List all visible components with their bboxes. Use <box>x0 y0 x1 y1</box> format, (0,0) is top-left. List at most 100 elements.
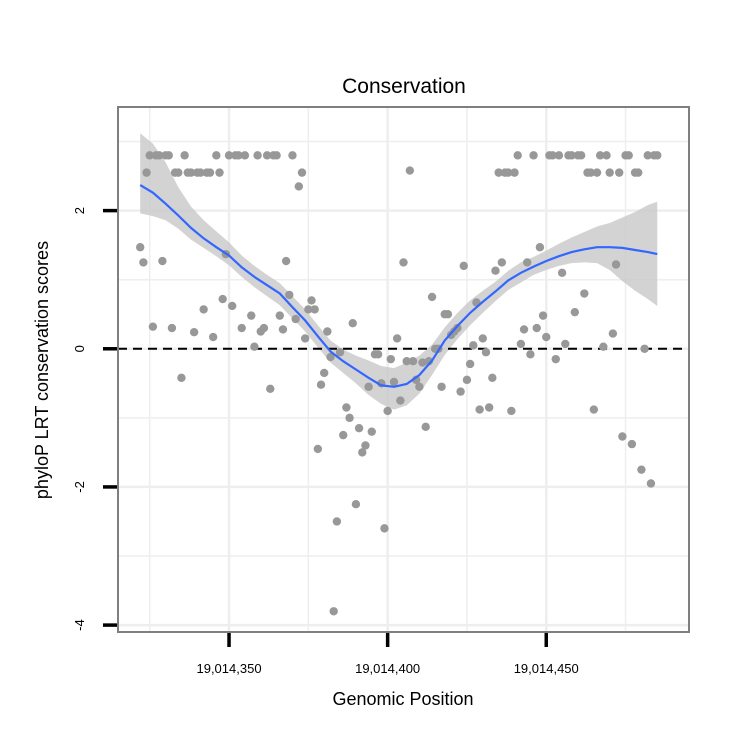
data-point <box>326 352 335 362</box>
data-point <box>323 327 332 336</box>
data-point <box>386 354 396 364</box>
data-point <box>240 151 250 160</box>
data-point <box>313 444 323 454</box>
data-point <box>589 405 599 414</box>
data-point <box>215 168 224 177</box>
data-point <box>592 168 602 177</box>
data-point <box>148 322 158 331</box>
data-point <box>535 243 545 252</box>
data-point <box>367 427 376 436</box>
confidence-band-area <box>140 133 658 410</box>
data-point <box>199 305 208 314</box>
data-point <box>608 329 618 338</box>
data-point <box>615 168 624 177</box>
data-point <box>554 151 564 160</box>
data-point <box>358 448 367 457</box>
data-point <box>497 258 507 267</box>
data-point <box>329 607 338 616</box>
data-point <box>399 258 408 267</box>
data-point <box>605 168 614 177</box>
data-point <box>503 168 513 177</box>
data-point <box>174 168 183 177</box>
data-point <box>634 168 643 177</box>
data-point <box>599 342 608 351</box>
data-point <box>345 413 354 423</box>
y-tick-label: -4 <box>72 619 87 631</box>
data-point <box>611 260 621 269</box>
data-point <box>443 310 453 319</box>
data-point <box>538 311 548 320</box>
data-point <box>557 268 567 277</box>
data-point <box>262 151 272 160</box>
data-point <box>462 375 472 385</box>
data-point <box>523 258 532 267</box>
data-point <box>155 151 164 160</box>
data-point <box>212 151 221 160</box>
data-point <box>488 373 497 382</box>
data-point <box>136 243 145 252</box>
data-point <box>551 354 560 364</box>
data-point <box>481 348 491 357</box>
data-point <box>348 319 357 328</box>
data-point <box>307 296 316 305</box>
data-point <box>653 151 662 160</box>
smooth-line-group <box>139 184 658 388</box>
x-tick-label: 19,014,400 <box>355 661 420 676</box>
data-point <box>237 323 246 333</box>
data-point <box>259 323 269 333</box>
data-point <box>427 292 437 302</box>
data-point <box>637 465 646 474</box>
data-point <box>643 151 652 160</box>
panel-border <box>117 106 690 633</box>
data-point <box>646 479 656 488</box>
data-point <box>465 359 475 369</box>
data-point <box>294 182 304 191</box>
data-point <box>529 151 538 160</box>
data-point <box>510 168 519 177</box>
data-point <box>576 151 586 160</box>
data-point <box>373 350 383 359</box>
data-point <box>250 342 259 351</box>
data-point <box>548 151 557 160</box>
data-point <box>602 151 611 160</box>
data-point <box>272 151 281 160</box>
data-point <box>291 314 300 324</box>
data-point <box>364 382 373 391</box>
data-point <box>186 168 196 177</box>
data-point <box>332 517 342 526</box>
data-point <box>310 305 319 314</box>
data-point <box>542 332 551 342</box>
data-point <box>224 151 234 160</box>
data-point <box>228 301 237 311</box>
confidence-band <box>140 133 658 410</box>
data-point <box>640 344 649 353</box>
data-point <box>516 339 526 349</box>
data-point <box>177 373 186 382</box>
data-point <box>383 406 392 416</box>
grid-lines <box>118 107 689 632</box>
scatter-points <box>136 151 662 616</box>
data-point <box>595 151 605 160</box>
data-point <box>158 256 167 266</box>
panel-frame <box>117 106 690 633</box>
data-point <box>300 334 310 343</box>
data-point <box>469 341 478 350</box>
x-tick-label: 19,014,350 <box>196 661 261 676</box>
y-tick-label: -2 <box>72 481 87 493</box>
data-point <box>218 294 227 304</box>
x-axis-label: Genomic Position <box>332 689 473 709</box>
data-point <box>418 358 427 367</box>
data-point <box>139 258 148 267</box>
data-point <box>586 168 595 177</box>
data-point <box>335 348 345 357</box>
data-point <box>180 151 189 160</box>
data-point <box>208 332 218 342</box>
data-point <box>392 334 402 343</box>
data-point <box>459 261 468 271</box>
x-tick-label: 19,014,450 <box>514 661 579 676</box>
data-point <box>453 323 462 333</box>
data-point <box>567 151 576 160</box>
data-point <box>478 334 488 343</box>
data-point <box>519 325 529 334</box>
